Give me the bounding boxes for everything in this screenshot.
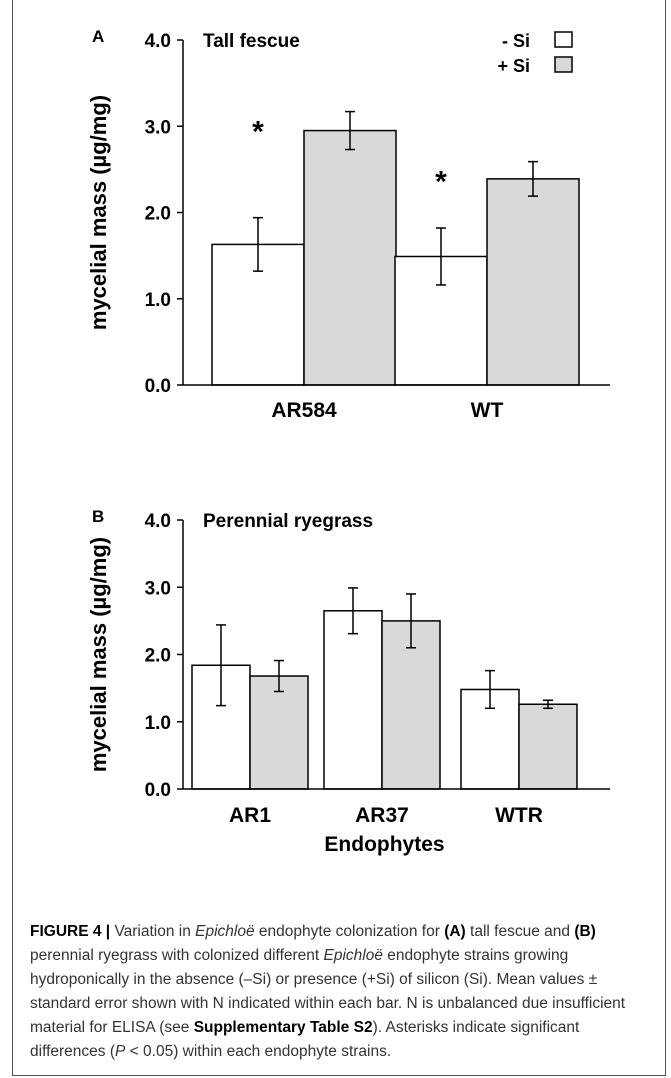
significance-asterisk: * <box>252 116 264 149</box>
x-tick-label: WTR <box>495 804 543 827</box>
legend-swatch <box>554 31 573 48</box>
caption-text: perennial ryegrass with colonized differ… <box>30 947 324 964</box>
caption-genus: Epichloë <box>323 947 383 964</box>
chart-title: Tall fescue <box>203 31 300 52</box>
y-tick-label: 0.0 <box>145 376 171 397</box>
y-tick-label: 1.0 <box>145 290 171 311</box>
caption-text: < 0.05) within each endophyte strains. <box>125 1043 392 1060</box>
caption-text: endophyte colonization for <box>254 923 445 940</box>
y-tick-label: 0.0 <box>145 780 171 801</box>
y-tick-label: 3.0 <box>145 117 171 138</box>
legend-swatch <box>554 56 573 73</box>
caption-supplementary-link[interactable]: Supplementary Table S2 <box>193 1019 373 1036</box>
bar-ar37-minus-si <box>323 610 383 790</box>
caption-panel-a: (A) <box>444 923 466 940</box>
bar-ar584-plus-si <box>303 129 397 386</box>
legend-label: - Si <box>502 31 530 51</box>
significance-asterisk: * <box>435 166 447 199</box>
x-tick-label: WT <box>471 399 504 422</box>
y-tick-label: 1.0 <box>145 713 171 734</box>
x-axis-label: Endophytes <box>324 833 444 856</box>
caption-text: endophyte strains growing hydroponically… <box>30 947 626 1036</box>
y-tick-label: 4.0 <box>145 31 171 52</box>
bar-wtr-plus-si <box>518 703 578 790</box>
y-axis-label: mycelial mass (µg/mg) <box>86 95 111 330</box>
legend-label: + Si <box>497 56 530 76</box>
panel-label: A <box>92 27 104 46</box>
caption-text: Variation in <box>110 923 196 940</box>
panel-label: B <box>92 507 104 526</box>
figure-frame <box>12 0 666 1076</box>
x-tick-label: AR1 <box>229 804 271 827</box>
y-tick-label: 2.0 <box>145 646 171 667</box>
bar-wt-plus-si <box>486 178 580 386</box>
y-axis-label: mycelial mass (µg/mg) <box>86 537 111 772</box>
figure-label: FIGURE 4 | <box>30 923 111 940</box>
figure-caption: FIGURE 4 | Variation in Epichloë endophy… <box>30 920 650 1064</box>
figure-chart: A Tall fescue 0.0 1.0 2.0 3.0 4.0 mycelial mass… <box>86 27 610 856</box>
caption-genus: Epichloë <box>195 923 255 940</box>
caption-text: tall fescue and <box>465 923 575 940</box>
y-tick-label: 4.0 <box>145 511 171 532</box>
x-tick-label: AR584 <box>271 399 337 422</box>
x-tick-label: AR37 <box>355 804 409 827</box>
chart-title: Perennial ryegrass <box>203 511 373 532</box>
caption-panel-b: (B) <box>574 923 596 940</box>
bar-ar1-plus-si <box>249 675 309 790</box>
y-tick-label: 2.0 <box>145 204 171 225</box>
caption-p-symbol: P <box>115 1043 126 1060</box>
y-tick-label: 3.0 <box>145 578 171 599</box>
caption-text: ). Asterisks indicate significant differ… <box>30 1019 580 1060</box>
